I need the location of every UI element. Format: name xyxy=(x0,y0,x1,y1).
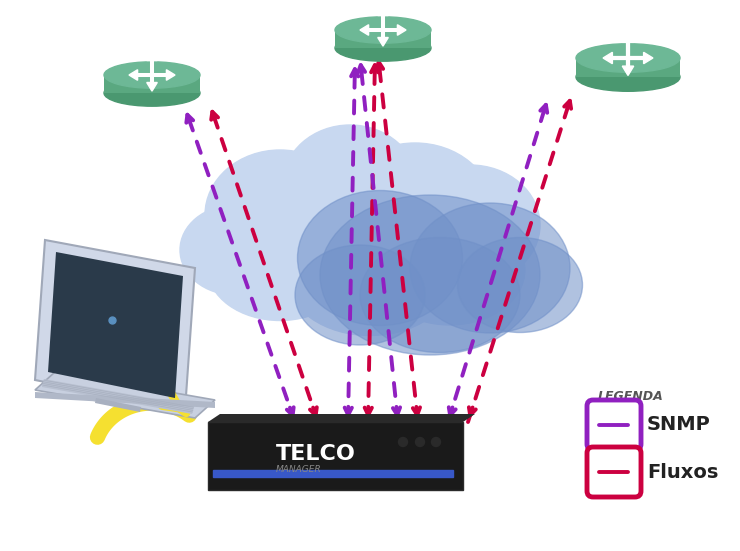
Ellipse shape xyxy=(576,44,680,72)
Ellipse shape xyxy=(375,215,525,325)
Text: Fluxos: Fluxos xyxy=(647,462,719,482)
Ellipse shape xyxy=(295,245,425,345)
Polygon shape xyxy=(48,252,183,398)
FancyBboxPatch shape xyxy=(587,447,641,497)
Text: MANAGER: MANAGER xyxy=(276,466,322,474)
Circle shape xyxy=(399,437,408,446)
Ellipse shape xyxy=(576,63,680,91)
FancyArrow shape xyxy=(129,70,152,80)
Ellipse shape xyxy=(104,80,200,106)
Polygon shape xyxy=(35,392,215,408)
FancyArrow shape xyxy=(147,52,158,75)
Ellipse shape xyxy=(288,220,452,336)
Text: TELCO: TELCO xyxy=(276,444,356,464)
Bar xyxy=(213,470,453,477)
Circle shape xyxy=(443,435,457,449)
Text: LEGENDA: LEGENDA xyxy=(598,390,664,403)
Polygon shape xyxy=(35,372,215,418)
Circle shape xyxy=(431,437,440,446)
Text: SNMP: SNMP xyxy=(647,415,710,435)
FancyArrow shape xyxy=(628,52,653,64)
Polygon shape xyxy=(104,75,200,93)
Ellipse shape xyxy=(400,165,540,285)
Ellipse shape xyxy=(457,237,582,332)
Ellipse shape xyxy=(337,143,493,273)
Ellipse shape xyxy=(297,191,462,326)
Ellipse shape xyxy=(320,195,540,355)
FancyArrow shape xyxy=(147,75,158,91)
Ellipse shape xyxy=(205,150,355,280)
FancyArrow shape xyxy=(360,25,383,35)
Ellipse shape xyxy=(283,125,417,245)
Polygon shape xyxy=(42,379,194,414)
FancyArrow shape xyxy=(377,30,389,46)
Ellipse shape xyxy=(410,203,570,333)
Ellipse shape xyxy=(207,215,352,321)
Polygon shape xyxy=(335,30,431,48)
Ellipse shape xyxy=(104,62,200,88)
FancyArrow shape xyxy=(622,33,633,58)
FancyArrow shape xyxy=(603,52,628,64)
Ellipse shape xyxy=(335,35,431,61)
Polygon shape xyxy=(35,240,195,410)
FancyBboxPatch shape xyxy=(208,422,463,490)
Ellipse shape xyxy=(360,237,520,353)
FancyArrow shape xyxy=(152,70,175,80)
FancyArrow shape xyxy=(383,25,406,35)
Polygon shape xyxy=(576,58,680,77)
Ellipse shape xyxy=(335,17,431,43)
Polygon shape xyxy=(95,398,141,412)
FancyArrow shape xyxy=(622,58,633,75)
Ellipse shape xyxy=(180,205,290,295)
Polygon shape xyxy=(208,414,475,422)
FancyBboxPatch shape xyxy=(587,400,641,450)
Circle shape xyxy=(415,437,425,446)
Ellipse shape xyxy=(240,155,440,305)
FancyArrow shape xyxy=(377,7,389,30)
